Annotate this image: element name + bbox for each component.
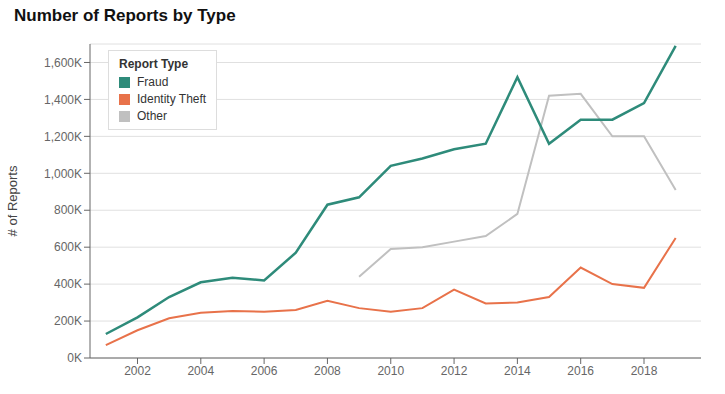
svg-text:1,200K: 1,200K	[44, 130, 82, 144]
svg-text:2016: 2016	[567, 364, 594, 378]
svg-text:400K: 400K	[54, 277, 82, 291]
svg-text:1,400K: 1,400K	[44, 93, 82, 107]
svg-text:2006: 2006	[251, 364, 278, 378]
svg-text:2008: 2008	[314, 364, 341, 378]
svg-text:200K: 200K	[54, 314, 82, 328]
html-text:Identity Theft: Identity Theft	[137, 92, 207, 106]
svg-text:2002: 2002	[124, 364, 151, 378]
svg-text:0K: 0K	[67, 351, 82, 365]
svg-text:2010: 2010	[377, 364, 404, 378]
html-text:Report Type: Report Type	[119, 57, 189, 71]
svg-text:2014: 2014	[504, 364, 531, 378]
svg-text:600K: 600K	[54, 240, 82, 254]
svg-text:2012: 2012	[441, 364, 468, 378]
svg-text:# of Reports: # of Reports	[8, 165, 20, 236]
svg-text:1,000K: 1,000K	[44, 167, 82, 181]
html-text:Number of Reports by Type: Number of Reports by Type	[14, 6, 236, 25]
svg-text:1,600K: 1,600K	[44, 56, 82, 70]
html-text:Fraud: Fraud	[137, 75, 169, 89]
html-text:Other: Other	[137, 109, 167, 123]
svg-text:800K: 800K	[54, 203, 82, 217]
svg-text:2018: 2018	[631, 364, 658, 378]
svg-text:2004: 2004	[187, 364, 214, 378]
